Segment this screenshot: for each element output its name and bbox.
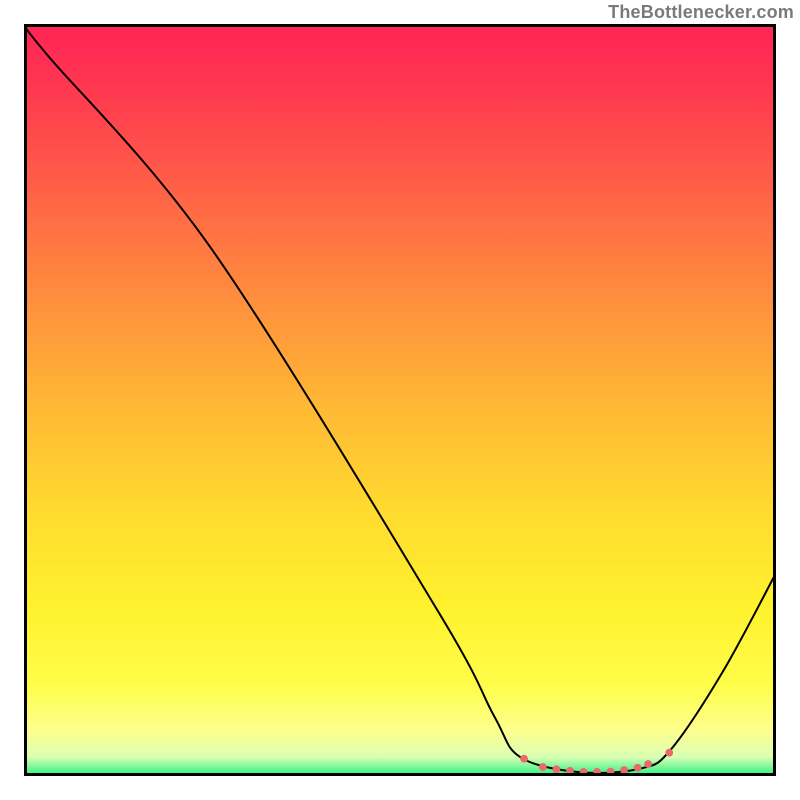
plot-area — [24, 24, 776, 776]
chart-svg — [24, 24, 776, 776]
gradient-background — [24, 24, 776, 776]
marker-dot — [621, 767, 628, 774]
watermark-text: TheBottlenecker.com — [608, 2, 794, 23]
marker-dot — [666, 749, 673, 756]
marker-dot — [553, 766, 560, 773]
marker-dot — [521, 755, 528, 762]
chart-container: TheBottlenecker.com — [0, 0, 800, 800]
marker-dot — [645, 761, 652, 768]
marker-dot — [634, 764, 641, 771]
marker-dot — [539, 764, 546, 771]
